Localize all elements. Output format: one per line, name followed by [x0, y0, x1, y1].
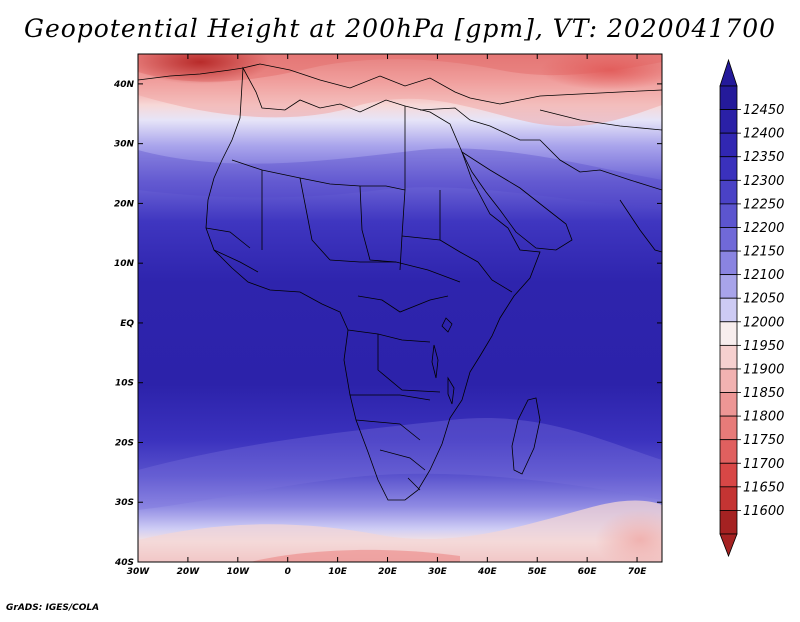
colorbar-swatch [719, 321, 738, 346]
colorbar-label: 12000 [743, 315, 784, 330]
lat-tick-label: 40N [113, 80, 135, 90]
colorbar-label: 12350 [743, 150, 784, 165]
lat-tick-label: EQ [120, 319, 134, 329]
colorbar: 12450 12400 12350 12300 12250 12200 12150 12100… [719, 58, 784, 558]
coastlines [138, 63, 662, 501]
latitude-axis: 40N 30N 20N 10N EQ 10S 20S 30S 40S [113, 80, 662, 568]
lon-tick-label: 30W [127, 567, 151, 577]
chart-title: Geopotential Height at 200hPa [gpm], VT:… [23, 14, 777, 43]
colorbar-swatch [719, 510, 738, 535]
colorbar-label: 11600 [743, 504, 784, 519]
colorbar-label: 11850 [743, 386, 784, 401]
lon-tick-label: 20E [378, 567, 398, 577]
longitude-axis: 30W 20W 10W 0 10E 20E 30E 40E 50E 60E 70E [127, 54, 647, 577]
lat-tick-label: 30N [114, 140, 135, 150]
colorbar-swatch [719, 179, 738, 205]
colorbar-swatch [719, 462, 738, 488]
colorbar-swatch [719, 109, 738, 134]
colorbar-label: 12150 [743, 245, 784, 260]
lon-tick-label: 10E [328, 567, 348, 577]
lon-tick-label: 20W [177, 567, 201, 577]
colorbar-label: 12250 [743, 197, 784, 212]
lat-tick-label: 10S [115, 379, 134, 389]
colorbar-swatch [719, 156, 738, 181]
lat-tick-label: 20S [115, 438, 134, 448]
lon-tick-label: 60E [578, 567, 598, 577]
colorbar-label: 11650 [743, 480, 784, 495]
colorbar-label: 11900 [743, 362, 784, 377]
lat-tick-label: 20N [114, 199, 135, 209]
lon-tick-label: 50E [528, 567, 548, 577]
contour-field [138, 54, 662, 562]
colorbar-label: 11700 [743, 457, 784, 472]
plot-frame [137, 53, 663, 563]
colorbar-label: 12400 [743, 127, 784, 142]
lon-tick-label: 10W [227, 567, 251, 577]
colorbar-swatch [719, 415, 738, 441]
colorbar-swatch [719, 344, 738, 370]
lon-tick-label: 30E [428, 567, 448, 577]
colorbar-bottom-arrow [719, 533, 738, 558]
colorbar-label: 11950 [743, 339, 784, 354]
lat-tick-label: 30S [115, 498, 134, 508]
colorbar-swatch [719, 297, 738, 323]
colorbar-label: 12200 [743, 221, 784, 236]
colorbar-label: 12050 [743, 292, 784, 307]
lat-tick-label: 10N [114, 259, 135, 269]
colorbar-swatch [719, 392, 738, 417]
lon-tick-label: 0 [285, 567, 291, 577]
lon-tick-label: 40E [477, 567, 498, 577]
colorbar-label: 12100 [743, 268, 784, 283]
colorbar-swatch [719, 250, 738, 276]
colorbar-swatch [719, 486, 738, 511]
colorbar-swatch [719, 203, 738, 228]
lon-tick-label: 70E [628, 567, 648, 577]
colorbar-swatch [719, 132, 738, 158]
credit-text: GrADS: IGES/COLA [6, 603, 100, 613]
colorbar-label: 12300 [743, 174, 784, 189]
colorbar-swatch [719, 274, 738, 299]
colorbar-top-arrow [719, 58, 738, 87]
colorbar-label: 11800 [743, 410, 784, 425]
colorbar-label: 11750 [743, 433, 784, 448]
colorbar-swatch [719, 85, 738, 110]
colorbar-swatch [719, 368, 738, 393]
lat-tick-label: 40S [114, 558, 134, 568]
colorbar-swatch [719, 227, 738, 252]
colorbar-swatch [719, 439, 738, 464]
colorbar-label: 12450 [743, 103, 784, 118]
